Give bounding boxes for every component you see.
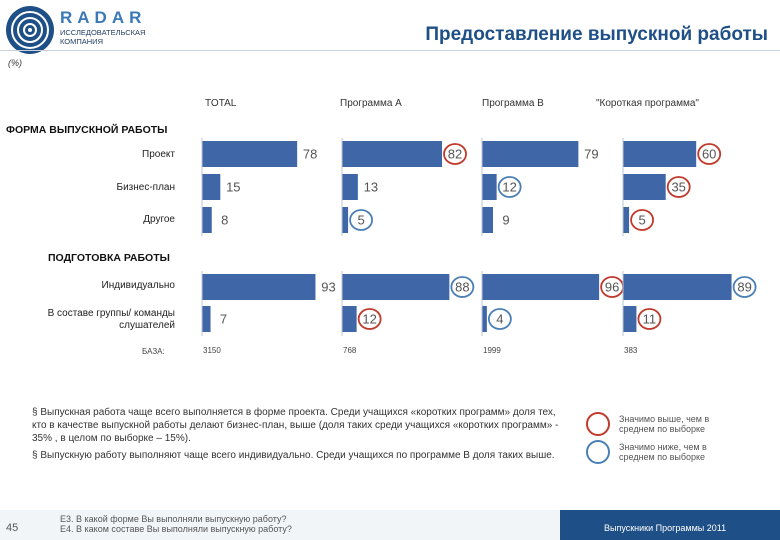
bar — [202, 207, 212, 233]
bar — [623, 207, 630, 233]
significance-higher-circle — [697, 143, 722, 165]
data-label: 9 — [502, 213, 509, 228]
bar — [342, 141, 443, 167]
question-e3: E3. В какой форме Вы выполняли выпускную… — [60, 514, 287, 524]
data-label: 15 — [226, 180, 240, 195]
page-number: 45 — [6, 522, 19, 534]
row-label-individual: Индивидуально — [101, 280, 175, 291]
significance-lower-circle — [450, 276, 475, 298]
data-label: 88 — [455, 280, 469, 295]
footer-bar — [0, 510, 780, 540]
note-paragraph: § Выпускная работа чаще всего выполняетс… — [32, 407, 559, 444]
data-label: 78 — [303, 147, 317, 162]
row-label-business-plan: Бизнес-план — [116, 182, 175, 193]
base-label: БАЗА: — [142, 347, 165, 356]
bar — [202, 274, 316, 300]
bar-track — [202, 306, 342, 332]
data-label: 12 — [502, 180, 516, 195]
bar — [623, 306, 637, 332]
significance-lower-circle — [497, 176, 522, 198]
bar — [623, 141, 697, 167]
notes-block: § Выпускная работа чаще всего выполняетс… — [32, 406, 562, 466]
footer-right-panel — [560, 510, 780, 540]
bar — [342, 274, 450, 300]
bar — [482, 174, 497, 200]
data-label: 79 — [584, 147, 598, 162]
bar-track — [482, 207, 622, 233]
significance-higher-circle — [637, 308, 662, 330]
row-label-other: Другое — [143, 214, 175, 225]
data-label: 96 — [605, 280, 619, 295]
radar-logo-icon — [6, 6, 54, 54]
data-label: 8 — [221, 213, 228, 228]
data-label: 5 — [357, 213, 364, 228]
bar — [342, 174, 358, 200]
legend-higher: Значимо выше, чем в среднем по выборке — [586, 412, 739, 436]
significance-higher-circle — [357, 308, 382, 330]
row-label-project: Проект — [142, 149, 175, 160]
data-label: 60 — [702, 147, 716, 162]
column-header-program-b: Программа В — [482, 98, 544, 109]
base-value-total: 3150 — [203, 346, 221, 355]
significance-lower-circle — [487, 308, 512, 330]
bar — [342, 207, 349, 233]
column-header-total: TOTAL — [205, 98, 237, 109]
data-label: 13 — [364, 180, 378, 195]
page-title: Предоставление выпускной работы — [425, 24, 768, 45]
blue-circle-icon — [586, 440, 610, 464]
bar — [623, 174, 666, 200]
section-title-form: ФОРМА ВЫПУСКНОЙ РАБОТЫ — [6, 124, 168, 136]
row-label-group: В составе группы/ команды слушателей — [47, 308, 175, 331]
bar — [482, 207, 493, 233]
bar — [202, 141, 298, 167]
data-label: 93 — [321, 280, 335, 295]
bar — [342, 306, 357, 332]
bar-track — [202, 174, 342, 200]
significance-higher-circle — [630, 209, 654, 231]
footer-title: Выпускники Программы 2011 — [604, 523, 727, 533]
data-label: 35 — [671, 180, 685, 195]
base-value-program-a: 768 — [343, 346, 357, 355]
data-label: 89 — [737, 280, 751, 295]
note-paragraph: § Выпускную работу выполняют чаще всего … — [32, 450, 555, 461]
footer-left-panel — [0, 510, 560, 540]
header-divider — [0, 50, 780, 51]
significance-higher-circle — [443, 143, 467, 165]
bar — [482, 274, 600, 300]
data-label: 82 — [448, 147, 462, 162]
question-e4: E4. В каком составе Вы выполняли выпускн… — [60, 524, 292, 534]
legend-lower: Значимо ниже, чем в среднем по выборке — [586, 440, 739, 464]
section-title-preparation: ПОДГОТОВКА РАБОТЫ — [48, 252, 170, 264]
significance-higher-circle — [666, 176, 691, 198]
bar — [202, 306, 211, 332]
column-header-program-a: Программа А — [340, 98, 402, 109]
bar — [202, 174, 221, 200]
bar-track — [342, 174, 482, 200]
data-label: 12 — [362, 312, 376, 327]
bar — [482, 306, 487, 332]
legend-lower-text: Значимо ниже, чем в среднем по выборке — [619, 442, 707, 462]
bar — [623, 274, 732, 300]
data-label: 4 — [496, 312, 503, 327]
unit-label: (%) — [8, 58, 22, 68]
bar-track — [202, 207, 342, 233]
significance-lower-circle — [349, 209, 374, 231]
bar — [482, 141, 579, 167]
red-circle-icon — [586, 412, 610, 436]
data-label: 11 — [643, 312, 657, 327]
data-label: 5 — [638, 213, 645, 228]
data-label: 7 — [220, 312, 227, 327]
legend-higher-text: Значимо выше, чем в среднем по выборке — [619, 414, 710, 434]
significance-lower-circle — [732, 276, 757, 298]
base-value-program-b: 1999 — [483, 346, 501, 355]
question-list: E3. В какой форме Вы выполняли выпускную… — [60, 514, 292, 534]
column-header-short-program: "Короткая программа" — [596, 98, 699, 109]
brand-name: RADAR — [60, 8, 147, 27]
base-value-short-program: 383 — [624, 346, 638, 355]
brand-subtitle: ИССЛЕДОВАТЕЛЬСКАЯ КОМПАНИЯ — [60, 28, 146, 46]
